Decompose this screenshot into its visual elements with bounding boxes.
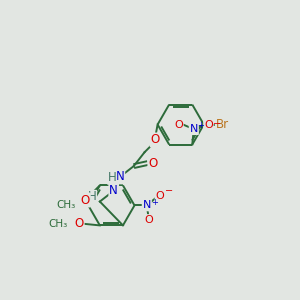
Text: N: N [142,200,151,210]
Text: H: H [108,171,116,184]
Text: −: − [213,119,221,129]
Text: N: N [190,124,198,134]
Text: −: − [164,186,173,196]
Text: O: O [74,218,84,230]
Text: +: + [198,122,205,130]
Text: O: O [151,134,160,146]
Text: +: + [151,198,158,207]
Text: CH₃: CH₃ [56,200,75,210]
Text: O: O [155,191,164,201]
Text: N: N [116,170,124,183]
Text: O: O [81,194,90,206]
Text: H: H [88,190,97,203]
Text: O: O [174,119,183,130]
Text: N: N [109,184,118,197]
Text: O: O [144,215,153,225]
Text: O: O [148,157,158,169]
Text: O: O [204,119,213,130]
Text: CH₃: CH₃ [48,219,68,229]
Text: Br: Br [216,118,229,131]
